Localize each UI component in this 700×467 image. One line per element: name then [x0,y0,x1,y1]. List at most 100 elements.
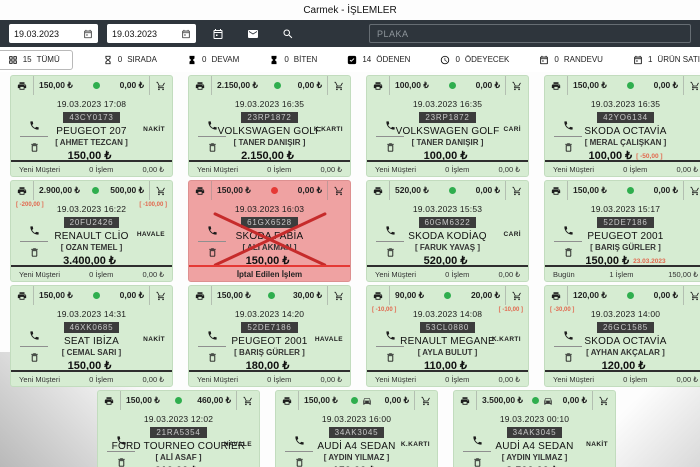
cart-button[interactable] [593,396,615,406]
cart-button[interactable] [684,81,700,91]
transaction-card[interactable]: 150,00 ₺ 0,00 ₺ 19.03.2023 14:31 46XK068… [10,285,173,387]
phone-button[interactable] [563,225,574,236]
transaction-card[interactable]: 3.500,00 ₺ 0,00 ₺ 19.03.2023 00:10 34AK3… [453,390,616,467]
phone-button[interactable] [29,120,40,131]
filter-biten[interactable]: 0 BİTEN [269,55,317,65]
transaction-card[interactable]: 150,00 ₺ 30,00 ₺ 19.03.2023 14:20 52DE71… [188,285,351,387]
transaction-card[interactable]: 2.900,00 ₺ 500,00 ₺ [ -200,00 ] [ -100,0… [10,180,173,282]
cart-button[interactable] [506,291,528,301]
print-button[interactable] [545,81,567,91]
delete-button[interactable] [29,352,40,363]
filter-odenen[interactable]: 14 ÖDENEN [347,55,410,65]
transaction-card[interactable]: 90,00 ₺ 20,00 ₺ [ -10,00 ] [ -10,00 ] 19… [366,285,529,387]
customer-name: [ ALİ ASAF ] [155,453,202,462]
print-button[interactable] [367,186,389,196]
transaction-card[interactable]: 520,00 ₺ 0,00 ₺ 19.03.2023 15:53 60GM632… [366,180,529,282]
plate-search-input[interactable] [369,24,691,43]
delete-button[interactable] [207,352,218,363]
cart-button[interactable] [150,81,172,91]
cart-button[interactable] [506,186,528,196]
divider [554,241,582,242]
print-button[interactable] [11,186,33,196]
paid-amount: 120,00 ₺ [573,290,607,300]
print-button[interactable] [189,186,211,196]
delete-button[interactable] [563,247,574,258]
filter-tumu[interactable]: 15 TÜMÜ [0,49,73,70]
delete-button[interactable] [385,352,396,363]
divider [554,136,582,137]
phone-button[interactable] [207,225,218,236]
print-button[interactable] [11,291,33,301]
print-button[interactable] [367,81,389,91]
cart-button[interactable] [328,186,350,196]
transaction-card[interactable]: 150,00 ₺ 0,00 ₺ 19.03.2023 15:17 52DE718… [544,180,700,282]
delete-button[interactable] [29,142,40,153]
transaction-card[interactable]: 2.150,00 ₺ 0,00 ₺ 19.03.2023 16:35 23RP1… [188,75,351,177]
delete-button[interactable] [385,247,396,258]
filter-randevu[interactable]: 0 RANDEVU [539,55,603,65]
print-button[interactable] [189,81,211,91]
delete-button[interactable] [385,142,396,153]
transaction-card[interactable]: 150,00 ₺ 460,00 ₺ 19.03.2023 12:02 21RA5… [97,390,260,467]
phone-button[interactable] [385,330,396,341]
delete-button[interactable] [294,457,305,467]
transaction-card[interactable]: 150,00 ₺ 0,00 ₺ 19.03.2023 17:08 43CY017… [10,75,173,177]
cart-button[interactable] [328,291,350,301]
transaction-card[interactable]: 120,00 ₺ 0,00 ₺ [ -30,00 ] 19.03.2023 14… [544,285,700,387]
print-button[interactable] [98,396,120,406]
cart-button[interactable] [415,396,437,406]
delete-button[interactable] [207,247,218,258]
cart-button[interactable] [506,81,528,91]
phone-button[interactable] [385,120,396,131]
divider [149,76,150,95]
delete-button[interactable] [563,352,574,363]
delete-button[interactable] [472,457,483,467]
mail-button[interactable] [240,28,266,40]
date-to-input[interactable]: 19.03.2023 [107,24,196,43]
printer-icon [373,81,383,91]
phone-button[interactable] [116,435,127,446]
print-button[interactable] [545,186,567,196]
delete-button[interactable] [207,142,218,153]
calendar-button[interactable] [205,28,231,40]
print-button[interactable] [545,291,567,301]
delete-button[interactable] [29,247,40,258]
filter-odeyecek[interactable]: 0 ÖDEYECEK [440,55,509,65]
phone-button[interactable] [29,225,40,236]
transaction-card[interactable]: 150,00 ₺ 0,00 ₺ 19.03.2023 16:03 61GX652… [188,180,351,282]
calendar-green-icon [633,55,643,65]
printer-icon [195,81,205,91]
print-button[interactable] [454,396,476,406]
search-button[interactable] [275,28,301,40]
phone-button[interactable] [207,330,218,341]
print-button[interactable] [276,396,298,406]
phone-button[interactable] [385,225,396,236]
cart-button[interactable] [150,186,172,196]
phone-button[interactable] [472,435,483,446]
transaction-card[interactable]: 150,00 ₺ 0,00 ₺ 19.03.2023 16:35 42YO613… [544,75,700,177]
phone-icon [207,225,218,236]
cart-button[interactable] [328,81,350,91]
phone-button[interactable] [563,120,574,131]
phone-button[interactable] [294,435,305,446]
divider [149,181,150,200]
transaction-card[interactable]: 100,00 ₺ 0,00 ₺ 19.03.2023 16:35 23RP187… [366,75,529,177]
print-button[interactable] [11,81,33,91]
filter-urun_satis[interactable]: 1 ÜRÜN SATIŞ [633,55,700,65]
print-button[interactable] [367,291,389,301]
cart-button[interactable] [684,186,700,196]
phone-button[interactable] [29,330,40,341]
cart-button[interactable] [150,291,172,301]
transaction-count: 0 İşlem [445,164,470,174]
phone-button[interactable] [207,120,218,131]
phone-button[interactable] [563,330,574,341]
print-button[interactable] [189,291,211,301]
transaction-card[interactable]: 150,00 ₺ 0,00 ₺ 19.03.2023 16:00 34AK304… [275,390,438,467]
date-from-input[interactable]: 19.03.2023 [9,24,98,43]
filter-sirada[interactable]: 0 SIRADA [103,55,157,65]
cart-button[interactable] [237,396,259,406]
delete-button[interactable] [116,457,127,467]
cart-button[interactable] [684,291,700,301]
delete-button[interactable] [563,142,574,153]
filter-devam[interactable]: 0 DEVAM [187,55,239,65]
